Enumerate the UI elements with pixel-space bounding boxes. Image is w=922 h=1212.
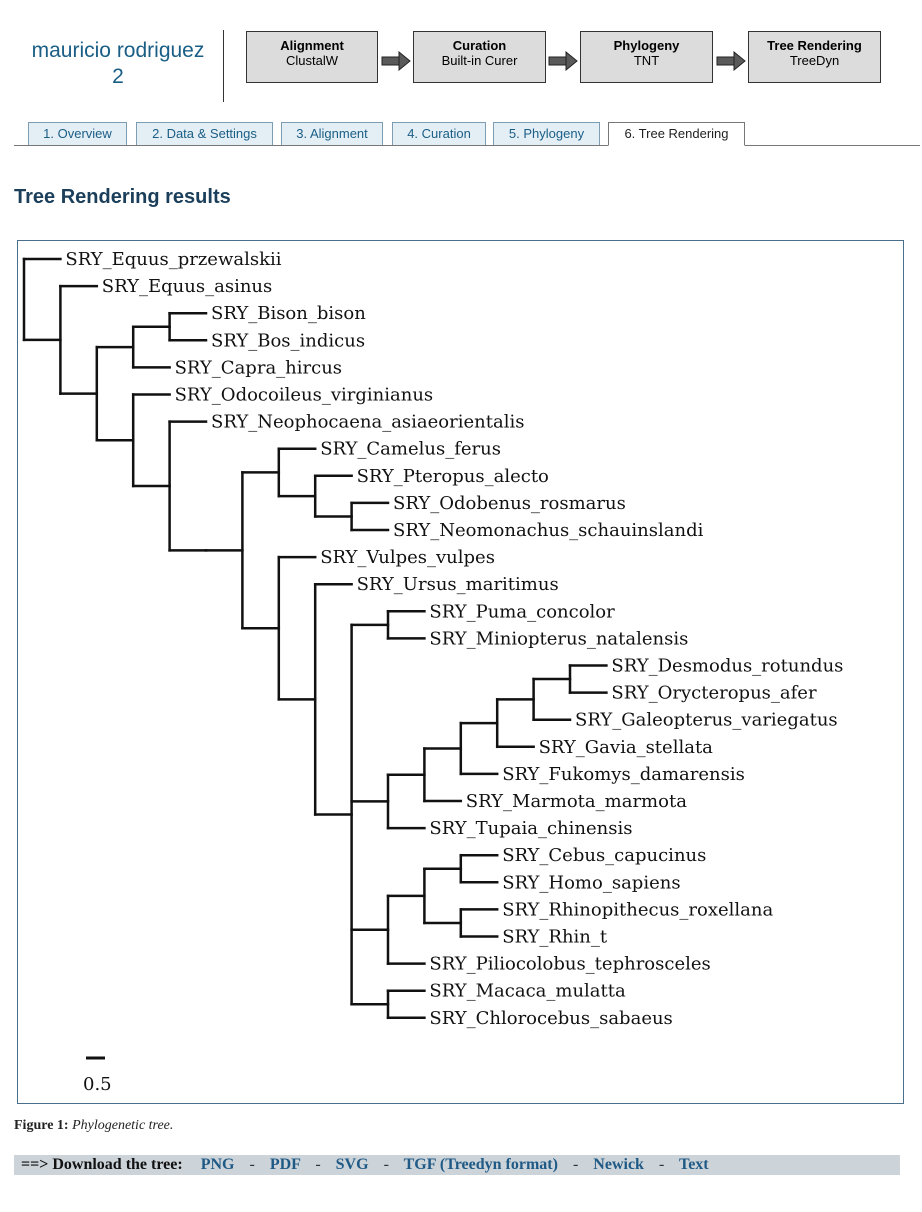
pipeline-step-title: Tree Rendering — [767, 38, 862, 53]
figure-caption: Figure 1: Phylogenetic tree. — [14, 1118, 173, 1134]
tree-leaf-label: SRY_Marmota_marmota — [466, 791, 687, 812]
tree-leaf-label: SRY_Miniopterus_natalensis — [429, 628, 688, 649]
user-name-line2: 2 — [112, 65, 124, 88]
figure-caption-label: Figure 1: — [14, 1118, 69, 1133]
pipeline-step-title: Curation — [452, 38, 507, 53]
tree-figure: SRY_Equus_przewalskii SRY_Equus_asinus SRY… — [17, 240, 904, 1104]
tab-curation[interactable]: 4. Curation — [392, 122, 486, 146]
tree-leaf-label: SRY_Fukomys_damarensis — [502, 764, 745, 785]
tree-leaf-label: SRY_Capra_hircus — [175, 357, 342, 378]
tree-leaf-label: SRY_Pteropus_alecto — [357, 466, 549, 487]
pipeline-step-tool: ClustalW — [285, 53, 338, 68]
link-separator: - — [249, 1156, 255, 1173]
tree-leaf-label: SRY_Odobenus_rosmarus — [393, 493, 626, 514]
tree-leaf-label: SRY_Cebus_capucinus — [502, 845, 706, 866]
tab-tree-rendering[interactable]: 6. Tree Rendering — [608, 122, 745, 146]
scale-bar-label: 0.5 — [83, 1074, 112, 1095]
page-title: Tree Rendering results — [14, 186, 231, 208]
tree-leaf-label: SRY_Orycteropus_afer — [611, 683, 817, 704]
tree-leaf-label: SRY_Tupaia_chinensis — [429, 818, 632, 839]
tree-leaf-label: SRY_Rhinopithecus_roxellana — [502, 899, 773, 920]
pipeline-step-tree-rendering: Tree Rendering TreeDyn — [748, 31, 881, 83]
link-separator: - — [315, 1156, 321, 1173]
tree-leaf-label: SRY_Homo_sapiens — [502, 872, 680, 893]
user-name-line1: mauricio rodriguez — [31, 39, 205, 62]
tab-overview[interactable]: 1. Overview — [28, 122, 127, 146]
tree-leaf-label: SRY_Bison_bison — [211, 303, 366, 324]
tree-leaf-label: SRY_Camelus_ferus — [320, 439, 501, 460]
pipeline-step-alignment: Alignment ClustalW — [246, 31, 378, 83]
tree-leaf-label: SRY_Chlorocebus_sabaeus — [429, 1008, 672, 1029]
tree-leaf-label: SRY_Piliocolobus_tephrosceles — [429, 954, 710, 975]
tree-leaf-label: SRY_Odocoileus_virginianus — [175, 385, 434, 406]
download-tgf-link[interactable]: TGF (Treedyn format) — [403, 1156, 558, 1173]
tree-leaf-label: SRY_Desmodus_rotundus — [611, 656, 843, 677]
link-separator: - — [572, 1156, 579, 1173]
tree-leaf-label: SRY_Galeopterus_variegatus — [575, 710, 838, 731]
tab-alignment[interactable]: 3. Alignment — [281, 122, 383, 146]
arrow-right-icon — [716, 51, 746, 71]
pipeline-step-tool: TreeDyn — [789, 53, 840, 68]
download-bar: ==> Download the tree: PNG - PDF - SVG -… — [14, 1155, 900, 1175]
tree-leaf-label: SRY_Equus_asinus — [102, 276, 272, 297]
tab-baseline — [14, 145, 920, 146]
user-name: mauricio rodriguez 2 — [14, 38, 222, 90]
tree-leaf-label: SRY_Neomonachus_schauinslandi — [393, 520, 704, 541]
phylogenetic-tree: SRY_Equus_przewalskii SRY_Equus_asinus SRY… — [22, 249, 843, 1095]
tree-leaf-label: SRY_Neophocaena_asiaeorientalis — [211, 412, 524, 433]
arrow-right-icon — [381, 51, 411, 71]
download-svg-link[interactable]: SVG — [335, 1156, 369, 1173]
pipeline-step-tool: TNT — [633, 53, 660, 68]
download-pdf-link[interactable]: PDF — [269, 1156, 301, 1173]
tree-leaf-label: SRY_Bos_indicus — [211, 330, 365, 351]
download-text-link[interactable]: Text — [678, 1156, 709, 1173]
tab-phylogeny[interactable]: 5. Phylogeny — [493, 122, 600, 146]
figure-caption-text: Phylogenetic tree. — [72, 1118, 174, 1133]
tree-leaf-label: SRY_Puma_concolor — [429, 601, 615, 622]
pipeline-step-phylogeny: Phylogeny TNT — [580, 31, 713, 83]
tree-leaf-label: SRY_Vulpes_vulpes — [320, 547, 495, 568]
arrow-right-icon — [548, 51, 578, 71]
tab-data-settings[interactable]: 2. Data & Settings — [136, 122, 273, 146]
download-png-link[interactable]: PNG — [200, 1156, 235, 1173]
pipeline-step-tool: Built-in Curer — [441, 53, 518, 68]
tree-leaf-label: SRY_Rhin_t — [502, 927, 608, 948]
tree-leaf-label: SRY_Ursus_maritimus — [357, 574, 559, 595]
header-divider — [223, 30, 224, 102]
tree-leaf-label: SRY_Macaca_mulatta — [429, 981, 626, 1002]
link-separator: - — [658, 1156, 665, 1173]
pipeline-step-curation: Curation Built-in Curer — [413, 31, 546, 83]
download-newick-link[interactable]: Newick — [593, 1156, 644, 1173]
tree-leaf-label: SRY_Gavia_stellata — [539, 737, 714, 758]
link-separator: - — [383, 1156, 389, 1173]
pipeline-step-title: Alignment — [280, 38, 344, 53]
download-label: ==> Download the tree: — [21, 1156, 183, 1173]
pipeline-step-title: Phylogeny — [613, 38, 680, 53]
tree-leaf-label: SRY_Equus_przewalskii — [65, 249, 281, 270]
